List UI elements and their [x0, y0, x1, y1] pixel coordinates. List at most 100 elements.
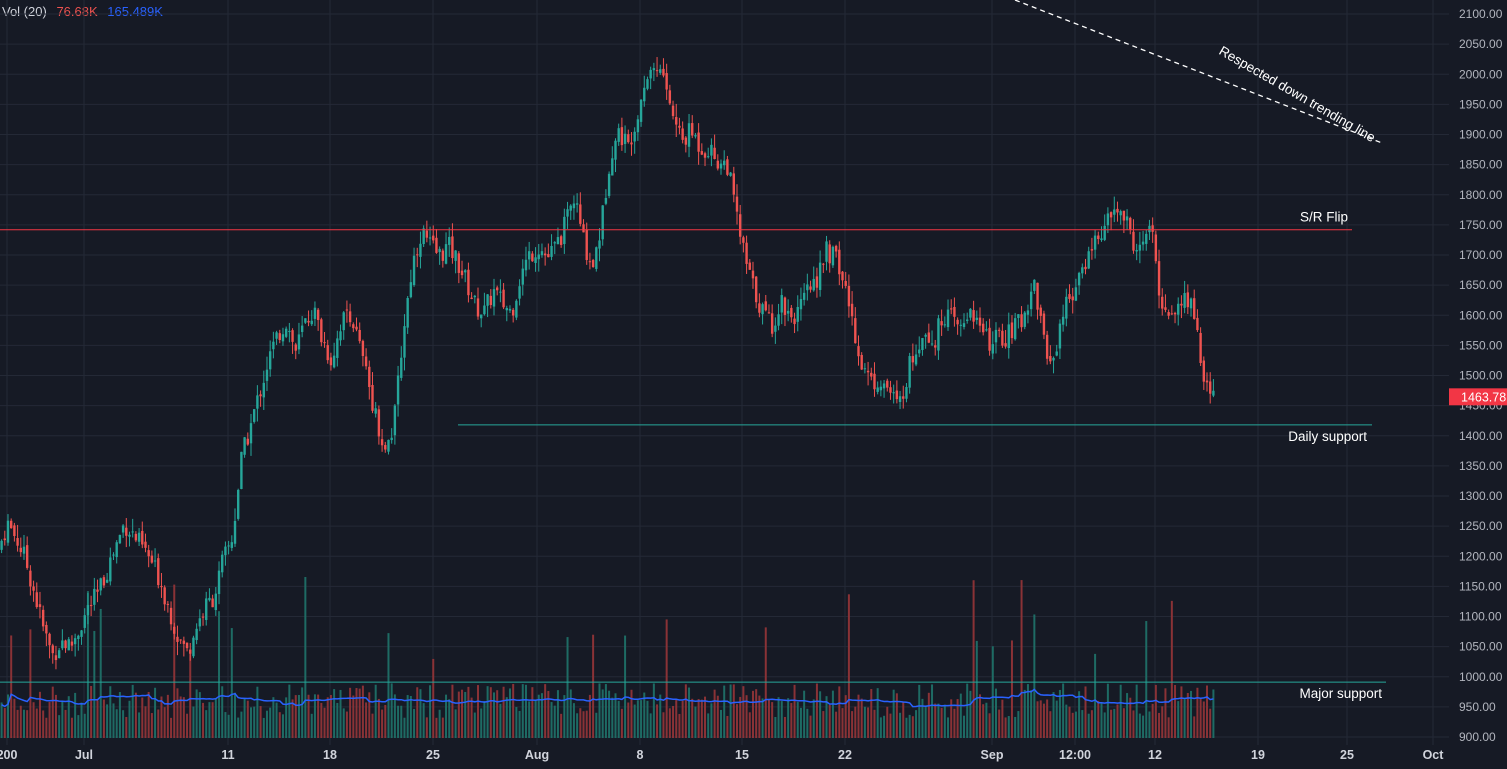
candle-body [166, 603, 170, 605]
volume-bar [173, 584, 176, 738]
candle-body [1001, 330, 1004, 346]
volume-bar [134, 692, 137, 738]
candle-body [563, 216, 566, 245]
candle-body [492, 289, 496, 307]
candle-body [141, 530, 144, 545]
volume-bar [755, 689, 758, 738]
volume-bar [374, 684, 377, 738]
candle-body [1106, 213, 1110, 226]
candle-body [489, 295, 492, 305]
volume-bar [483, 701, 486, 738]
volume-bar [544, 684, 547, 738]
volume-bar [125, 716, 128, 738]
volume-bar [208, 702, 211, 738]
candle-body [444, 244, 448, 264]
volume-bars [0, 577, 1215, 738]
volume-bar [1199, 698, 1202, 738]
volume-bar [940, 707, 943, 738]
x-tick-label: Jul [75, 748, 93, 762]
candle-body [1132, 231, 1135, 251]
price-axis[interactable]: 2100.00 2050.00 2000.00 1950.00 1900.00 1850.… [1459, 7, 1503, 744]
volume-bar [1142, 715, 1145, 738]
volume-bar [1052, 692, 1055, 738]
candle-body [940, 321, 943, 326]
candle-body [121, 525, 125, 533]
candle-body [866, 370, 870, 373]
volume-bar [294, 695, 297, 738]
volume-bar [934, 703, 937, 738]
candle-body [495, 287, 499, 291]
volume-bar [464, 692, 467, 738]
volume-bar [1154, 684, 1157, 738]
candle-body [217, 570, 221, 595]
volume-bar [659, 694, 662, 738]
candle-body [105, 579, 109, 583]
volume-bar [397, 705, 400, 738]
volume-bar [1081, 710, 1084, 738]
candle-body [438, 248, 441, 253]
candle-body [16, 538, 19, 546]
volume-bar [1033, 614, 1036, 738]
volume-bar [445, 694, 448, 738]
candle-body [975, 317, 978, 320]
candle-body [604, 197, 608, 204]
time-axis[interactable]: 200 Jul 11 18 25 Aug 8 15 22 Sep 12:00 12 19 25 Oct [0, 748, 1444, 762]
candle-body [61, 640, 64, 649]
x-tick-label: Oct [1423, 748, 1445, 762]
volume-bar [48, 702, 51, 738]
candle-body [80, 630, 83, 637]
candle-body [524, 259, 528, 271]
volume-bar [691, 698, 694, 738]
volume-bar [202, 702, 205, 738]
candle-body [1081, 267, 1084, 274]
volume-bar [253, 706, 256, 738]
candle-body [559, 236, 563, 245]
volume-bar [224, 712, 227, 738]
candle-body [125, 527, 128, 536]
candle-body [870, 372, 873, 377]
candle-body [329, 357, 333, 366]
candle-body [364, 356, 368, 367]
candle-body [946, 309, 950, 328]
volume-bar [1014, 716, 1017, 738]
candle-body [892, 392, 895, 394]
volume-bar [585, 710, 588, 738]
volume-bar [166, 694, 169, 738]
candle-body [48, 633, 51, 646]
volume-bar [831, 690, 834, 738]
volume-bar [269, 707, 272, 738]
candle-body [9, 520, 13, 529]
last-price-badge: 1463.78 [1449, 388, 1507, 406]
candle-body [144, 541, 147, 548]
candle-body [966, 319, 969, 321]
candle-body [128, 534, 131, 537]
candle-body [265, 369, 269, 381]
candle-body [726, 159, 729, 175]
volume-bar [1074, 711, 1077, 738]
candle-body [99, 578, 102, 591]
y-tick-label: 1500.00 [1459, 369, 1503, 383]
candle-body [1138, 244, 1142, 251]
down-trend-line[interactable] [1014, 0, 1383, 144]
candle-body [841, 271, 844, 281]
candle-body [959, 324, 963, 326]
candle-body [876, 387, 879, 392]
y-tick-label: 2050.00 [1459, 37, 1503, 51]
candle-body [425, 230, 429, 238]
candle-body [1042, 313, 1046, 335]
candle-body [1173, 312, 1177, 315]
volume-bar [1004, 717, 1007, 738]
volume-legend: Vol (20) 76.68K 165.489K [2, 4, 169, 19]
candle-body [409, 282, 413, 298]
volume-bar [179, 696, 182, 738]
candle-body [147, 550, 150, 557]
candle-body [22, 546, 26, 554]
volume-bar [413, 708, 416, 738]
volume-bar [1058, 689, 1061, 738]
volume-bar [246, 700, 249, 738]
candle-body [371, 384, 374, 411]
volume-bar [761, 698, 764, 738]
candle-body [895, 390, 899, 400]
volume-bar [681, 700, 684, 738]
